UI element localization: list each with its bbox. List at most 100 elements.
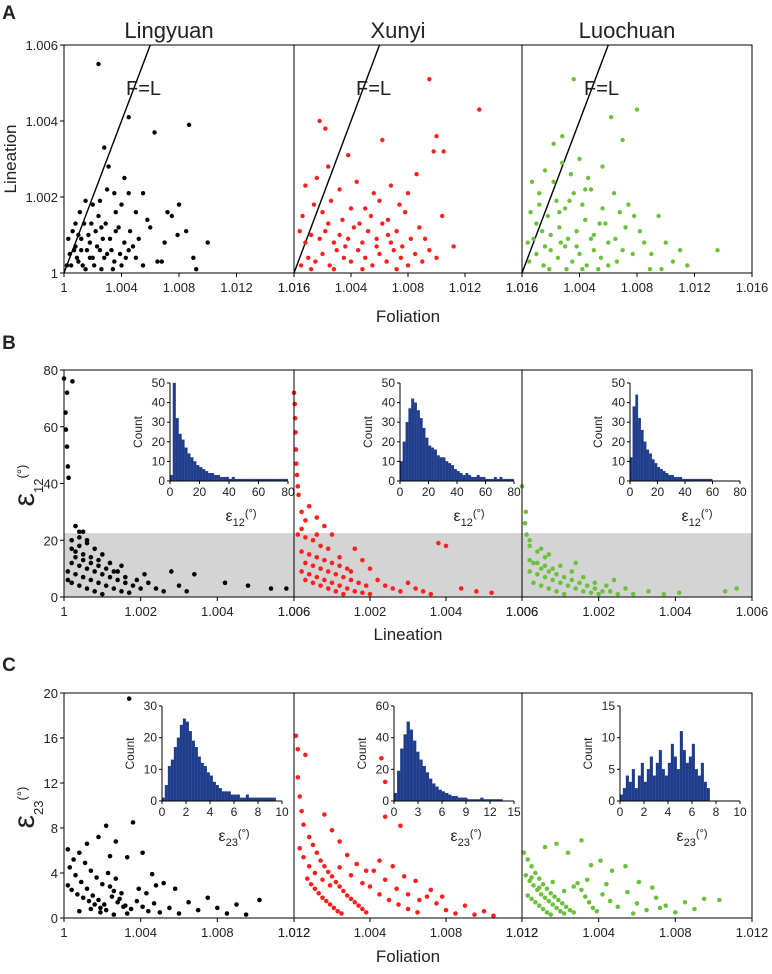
histogram-bar (676, 769, 680, 802)
data-point (434, 901, 439, 906)
data-point (559, 901, 565, 906)
inset-x-tick-label: 8 (713, 805, 720, 819)
histogram-bar (402, 441, 406, 482)
data-point (159, 259, 164, 264)
data-point (303, 183, 308, 188)
histogram-bar (187, 453, 191, 482)
data-point (565, 583, 571, 588)
y-tick-label: 1.002 (25, 190, 58, 205)
data-point (191, 255, 196, 260)
data-point (382, 877, 388, 883)
histogram-bar (419, 418, 423, 482)
data-point (535, 549, 540, 554)
x-tick-label: 1.006 (736, 604, 769, 619)
data-point (155, 259, 160, 264)
data-point (107, 574, 113, 580)
data-point (592, 580, 598, 586)
data-point (92, 569, 97, 574)
histogram-bar (227, 791, 231, 802)
data-point (329, 580, 335, 586)
data-point (328, 198, 334, 203)
data-point (320, 210, 325, 215)
data-point (604, 583, 609, 588)
data-point (327, 263, 332, 268)
data-point (388, 183, 394, 188)
histogram-bar (652, 775, 656, 802)
data-point (318, 583, 323, 588)
inset-y-tick-label: 40 (152, 396, 166, 410)
data-point (111, 912, 117, 917)
x-tick-label: 1.004 (582, 925, 615, 940)
data-point (525, 893, 531, 898)
histogram-bar (181, 439, 185, 482)
data-point (311, 202, 317, 207)
data-point (337, 187, 342, 192)
data-point (348, 577, 354, 583)
data-point (316, 890, 322, 896)
data-point (550, 566, 555, 571)
histogram-bar (188, 731, 192, 802)
histogram-bar (654, 463, 658, 482)
data-point (100, 591, 105, 597)
data-point (314, 515, 320, 520)
data-point (377, 198, 382, 203)
data-point (152, 130, 157, 135)
histogram-bar (660, 469, 663, 482)
x-tick-label: 1.002 (354, 604, 387, 619)
data-point (534, 251, 539, 257)
data-point (661, 591, 667, 597)
inset-y-tick-label: 60 (376, 699, 390, 713)
site-title-xunyi: Xunyi (370, 18, 425, 43)
data-point (538, 546, 544, 552)
data-point (297, 794, 303, 799)
inset-y-tick-label: 50 (382, 376, 396, 390)
y-axis-title-eps: ε (8, 493, 41, 506)
data-point (102, 145, 107, 150)
data-point (80, 552, 86, 557)
data-point (176, 583, 182, 588)
data-point (63, 427, 69, 432)
data-point (297, 229, 302, 234)
subplot-c-xunyi: 1.004 1.008 1.012 1.012 0 3 6 9 12 15 0 20 40 60 Count… (278, 692, 538, 940)
histogram-bar (434, 449, 437, 482)
data-point (69, 580, 74, 586)
data-point (71, 857, 76, 862)
data-point (606, 240, 611, 245)
data-point (82, 860, 88, 866)
data-point (370, 263, 375, 268)
histogram-bar (691, 743, 695, 802)
data-point (88, 868, 94, 874)
histogram-bar (664, 775, 668, 802)
data-point (673, 910, 678, 915)
histogram-bar (682, 750, 686, 802)
x-tick-label: 1 (60, 604, 67, 619)
y-tick-label: 1 (51, 266, 58, 281)
histogram-bar (416, 410, 420, 482)
data-point (579, 838, 584, 843)
data-point (458, 586, 464, 591)
data-point (194, 267, 199, 272)
histogram-bar (451, 465, 454, 482)
inset-x-tick-label: 40 (450, 485, 464, 499)
data-point (637, 229, 643, 234)
data-point (600, 589, 605, 594)
data-point (379, 755, 384, 761)
data-point (100, 552, 105, 557)
histogram-bar (679, 476, 683, 482)
inset-y-tick-label: 40 (612, 396, 626, 410)
data-point (657, 905, 663, 911)
inset-histogram: 0 20 40 60 80 0 10 20 30 40 50 Count ε12(°) (131, 376, 295, 529)
data-point (603, 221, 608, 226)
histogram-bar (671, 474, 674, 482)
data-point (87, 255, 93, 260)
histogram-bar (442, 457, 446, 482)
histogram-bar (476, 474, 480, 482)
data-point (427, 77, 432, 82)
data-point (354, 179, 359, 184)
data-point (382, 779, 388, 785)
data-point (107, 236, 113, 241)
data-point (157, 910, 163, 915)
data-point (356, 903, 361, 908)
histogram-bar (643, 781, 647, 802)
inset-x-axis-title-eps: ε (450, 828, 457, 845)
